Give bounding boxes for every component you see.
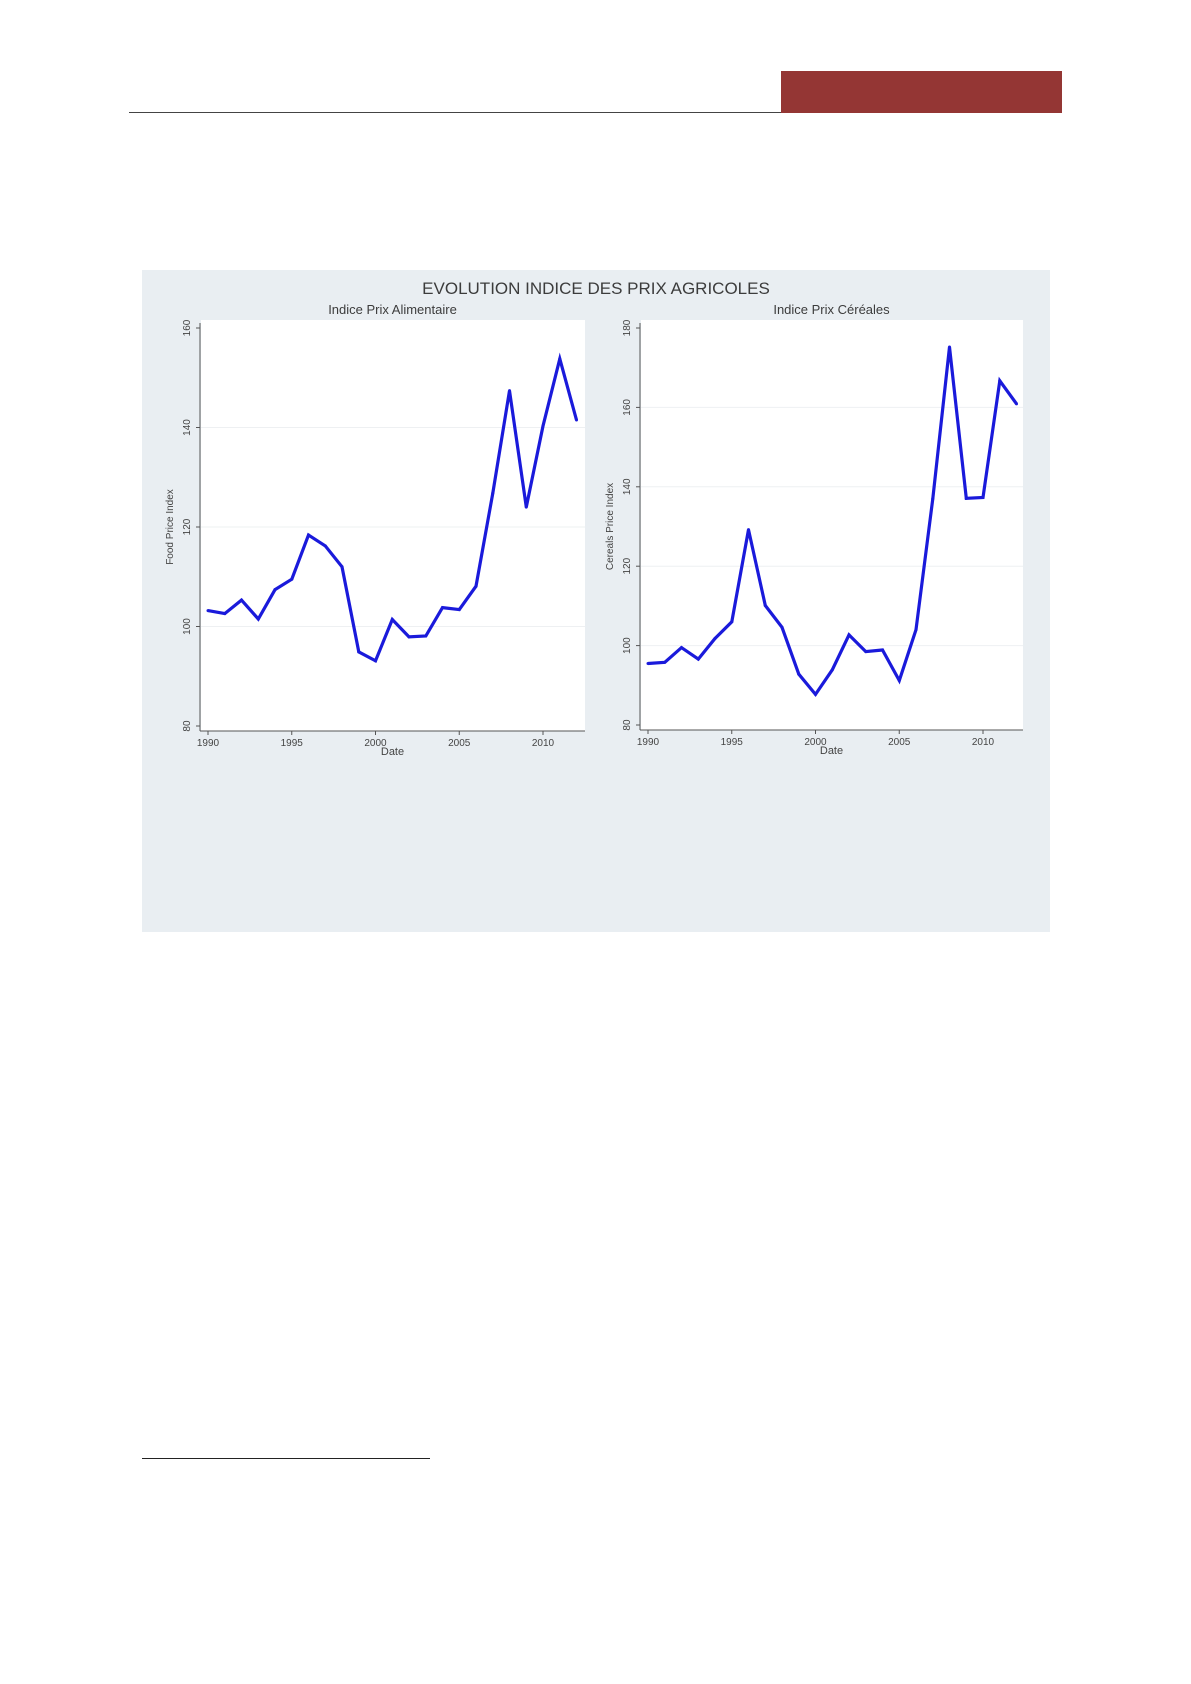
figure-title: EVOLUTION INDICE DES PRIX AGRICOLES <box>422 279 770 298</box>
data-point-1993 <box>696 657 700 661</box>
plot-area <box>641 320 1023 730</box>
x-tick-label: 1995 <box>721 737 744 748</box>
x-tick-label: 2000 <box>364 738 387 749</box>
header-rule <box>129 112 781 113</box>
data-point-2006 <box>474 584 478 588</box>
y-tick-label: 100 <box>182 618 193 635</box>
data-point-1998 <box>780 625 784 629</box>
data-point-1992 <box>240 598 243 602</box>
y-tick-label: 80 <box>182 720 193 732</box>
x-tick-label: 2005 <box>888 737 911 748</box>
data-point-2007 <box>491 491 495 495</box>
subplot-food: Indice Prix Alimentaire 80 100 120 140 160 Foo… <box>165 302 585 758</box>
data-point-1999 <box>797 672 801 676</box>
y-tick-label: 160 <box>622 399 633 416</box>
data-point-2011 <box>998 379 1002 383</box>
y-axis-label: Cereals Price Index <box>605 483 616 570</box>
y-tick-label: 140 <box>622 478 633 495</box>
x-tick-label: 2010 <box>972 737 995 748</box>
data-point-2006 <box>914 628 918 632</box>
plot-area <box>201 320 585 731</box>
data-point-2011 <box>558 357 562 361</box>
data-point-2004 <box>441 606 444 610</box>
x-tick-label: 1990 <box>197 738 220 749</box>
data-point-2008 <box>508 389 511 393</box>
y-tick-label: 140 <box>182 419 193 436</box>
x-axis-label: Date <box>820 745 843 757</box>
y-tick-label: 180 <box>622 319 633 336</box>
y-tick-label: 120 <box>622 557 633 574</box>
y-axis-label: Food Price Index <box>165 489 176 565</box>
data-point-1991 <box>663 660 667 664</box>
data-point-2003 <box>424 634 428 638</box>
y-tick-label: 100 <box>622 637 633 654</box>
data-point-1997 <box>323 544 327 548</box>
data-point-1990 <box>646 661 650 665</box>
x-axis-label: Date <box>381 746 404 758</box>
data-point-1991 <box>223 612 227 616</box>
data-point-2001 <box>830 668 834 672</box>
data-point-1995 <box>290 577 294 581</box>
y-tick-label: 160 <box>182 319 193 336</box>
x-tick-label: 1990 <box>637 737 660 748</box>
x-tick-label: 1995 <box>281 738 304 749</box>
data-point-2000 <box>814 692 817 696</box>
data-point-2012 <box>575 418 578 422</box>
data-point-1995 <box>730 620 734 624</box>
data-point-2007 <box>931 497 935 501</box>
chart-svg: EVOLUTION INDICE DES PRIX AGRICOLES Indi… <box>165 279 1023 758</box>
data-point-2009 <box>964 496 968 500</box>
x-tick-label: 2010 <box>532 738 555 749</box>
data-point-1994 <box>713 636 717 640</box>
subplot-title: Indice Prix Alimentaire <box>328 302 457 317</box>
data-point-2002 <box>407 635 411 639</box>
data-point-1999 <box>357 650 361 654</box>
data-point-1997 <box>763 604 767 608</box>
data-point-1998 <box>340 565 344 569</box>
data-point-2004 <box>881 648 884 652</box>
data-point-2009 <box>524 505 528 509</box>
data-point-2005 <box>457 608 461 612</box>
chart-figure: EVOLUTION INDICE DES PRIX AGRICOLES Indi… <box>142 270 1050 932</box>
data-point-2012 <box>1015 402 1018 406</box>
header-accent-bar <box>781 71 1062 113</box>
data-point-1996 <box>307 533 310 537</box>
data-point-2008 <box>948 345 951 349</box>
y-tick-label: 80 <box>622 719 633 731</box>
data-point-2000 <box>374 659 377 663</box>
data-point-2010 <box>541 424 545 428</box>
x-tick-label: 2000 <box>804 737 827 748</box>
data-point-2002 <box>847 633 851 637</box>
data-point-1994 <box>273 588 277 592</box>
data-point-2010 <box>981 496 985 500</box>
data-point-1996 <box>747 528 750 532</box>
data-point-1993 <box>256 617 260 621</box>
x-tick-label: 2005 <box>448 738 471 749</box>
subplot-cereals: Indice Prix Céréales 80 100 120 140 160 180 Cer… <box>605 302 1023 757</box>
subplot-title: Indice Prix Céréales <box>773 302 890 317</box>
data-point-2005 <box>897 679 901 683</box>
data-point-1990 <box>206 609 210 613</box>
y-tick-label: 120 <box>182 518 193 535</box>
data-point-2001 <box>390 618 394 622</box>
data-point-2003 <box>864 650 868 654</box>
data-point-1992 <box>680 646 683 650</box>
footnote-rule <box>142 1458 430 1459</box>
